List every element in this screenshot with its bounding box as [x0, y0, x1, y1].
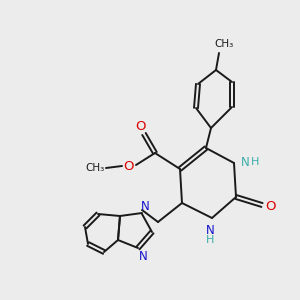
Text: CH₃: CH₃: [85, 163, 105, 173]
Text: N: N: [241, 155, 249, 169]
Text: H: H: [206, 235, 214, 245]
Text: N: N: [139, 250, 147, 262]
Text: O: O: [136, 119, 146, 133]
Text: O: O: [265, 200, 275, 212]
Text: H: H: [251, 157, 259, 167]
Text: CH₃: CH₃: [214, 39, 234, 49]
Text: O: O: [123, 160, 133, 172]
Text: N: N: [141, 200, 149, 212]
Text: N: N: [206, 224, 214, 238]
